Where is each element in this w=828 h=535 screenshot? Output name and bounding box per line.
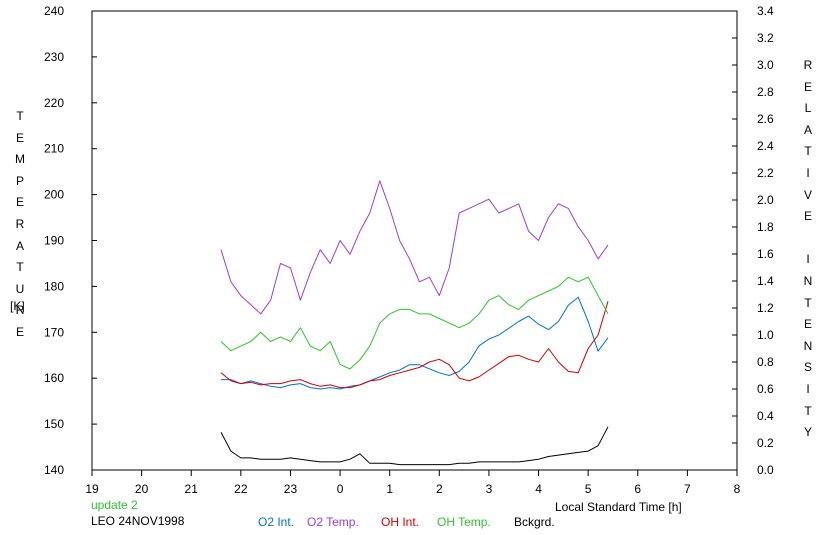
series-line-oh-int (220, 301, 609, 389)
x-tick-label: 0 (337, 482, 344, 496)
series-line-oh-temp (220, 276, 609, 370)
left-axis: 140 150 160 170 180 190 200 210 220 230 240 (44, 4, 97, 477)
left-tick-label: 220 (44, 96, 64, 110)
left-tick-label: 190 (44, 234, 64, 248)
right-tick-label: 3.4 (757, 4, 774, 18)
left-tick-label: 160 (44, 371, 64, 385)
x-tick-label: 8 (734, 482, 741, 496)
left-tick-label: 200 (44, 188, 64, 202)
x-tick-label: 19 (85, 482, 99, 496)
plot-frame (91, 10, 738, 471)
series-group (220, 180, 609, 466)
series-line-o2-temp (220, 180, 609, 315)
right-tick-label: 1.2 (757, 301, 774, 315)
right-tick-label: 2.0 (757, 193, 774, 207)
right-tick-label: 2.8 (757, 85, 774, 99)
right-tick-label: 0.2 (757, 436, 774, 450)
right-tick-label: 1.6 (757, 247, 774, 261)
update-annotation: update 2 (91, 498, 138, 512)
x-tick-label: 3 (486, 482, 493, 496)
legend-o2-int: O2 Int. (258, 515, 295, 529)
series-line-bckgrd (220, 426, 609, 466)
x-tick-label: 7 (684, 482, 691, 496)
right-tick-label: 1.8 (757, 220, 774, 234)
x-axis: 19 20 21 22 23 0 1 2 3 4 5 6 7 8 (85, 470, 741, 496)
left-tick-label: 180 (44, 279, 64, 293)
right-tick-label: 2.2 (757, 166, 774, 180)
left-tick-label: 170 (44, 325, 64, 339)
x-axis-label: Local Standard Time [h] (555, 500, 682, 514)
right-tick-label: 2.6 (757, 112, 774, 126)
right-tick-label: 0.6 (757, 382, 774, 396)
series-line-o2-int (221, 296, 609, 390)
right-tick-label: 0.8 (757, 355, 774, 369)
left-tick-label: 150 (44, 417, 64, 431)
legend-bckgrd: Bckgrd. (514, 515, 555, 529)
x-tick-label: 5 (585, 482, 592, 496)
right-tick-label: 3.2 (757, 31, 774, 45)
y-left-unit: [K] (10, 299, 25, 313)
right-tick-label: 1.4 (757, 274, 774, 288)
station-label: LEO 24NOV1998 (91, 514, 185, 528)
legend-oh-temp: OH Temp. (437, 515, 491, 529)
left-tick-label: 140 (44, 463, 64, 477)
x-tick-label: 6 (634, 482, 641, 496)
legend-oh-int: OH Int. (381, 515, 420, 529)
right-tick-label: 2.4 (757, 139, 774, 153)
left-tick-label: 230 (44, 50, 64, 64)
right-axis: 0.0 0.2 0.4 0.6 0.8 1.0 1.2 1.4 1.6 1.8 2.0 2.2 2.4 2… (732, 4, 774, 477)
right-tick-label: 0.4 (757, 409, 774, 423)
x-tick-label: 2 (436, 482, 443, 496)
right-tick-label: 0.0 (757, 463, 774, 477)
x-tick-label: 1 (386, 482, 393, 496)
x-tick-label: 23 (284, 482, 298, 496)
left-tick-label: 240 (44, 4, 64, 18)
x-tick-label: 21 (185, 482, 199, 496)
left-tick-label: 210 (44, 142, 64, 156)
right-tick-label: 1.0 (757, 328, 774, 342)
right-tick-label: 3.0 (757, 58, 774, 72)
x-tick-label: 4 (535, 482, 542, 496)
legend-o2-temp: O2 Temp. (307, 515, 359, 529)
x-tick-label: 22 (234, 482, 248, 496)
x-tick-label: 20 (135, 482, 149, 496)
